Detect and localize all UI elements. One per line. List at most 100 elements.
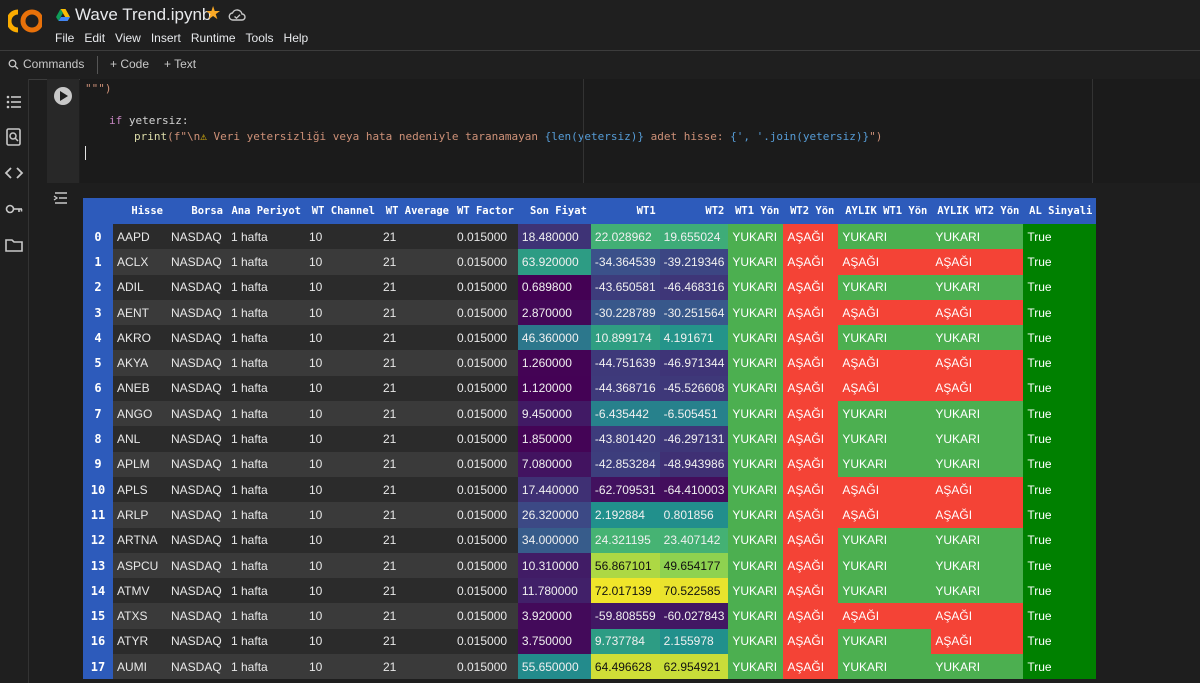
files-folder-icon[interactable]	[4, 235, 24, 255]
cell-wt2-yon: AŞAĞI	[783, 401, 839, 427]
col-header-wt-channel[interactable]: WT Channel	[305, 198, 379, 224]
cell-wt-factor: 0.015000	[453, 401, 518, 427]
find-replace-icon[interactable]	[4, 127, 24, 147]
cell-hisse: ATYR	[113, 628, 167, 655]
commands-button[interactable]: Commands	[8, 57, 84, 71]
cell-aylik-wt1-yon: AŞAĞI	[838, 502, 932, 528]
code-print-a: (f"\n	[167, 130, 201, 143]
col-header-index[interactable]	[83, 198, 113, 224]
col-header-wt-factor[interactable]: WT Factor	[453, 198, 518, 224]
cell-wt-channel: 10	[305, 249, 379, 275]
cell-borsa: NASDAQ	[167, 578, 227, 604]
secrets-key-icon[interactable]	[4, 199, 24, 219]
code-snippets-icon[interactable]	[4, 163, 24, 183]
cell-wt-channel: 10	[305, 426, 379, 452]
cell-borsa: NASDAQ	[167, 552, 227, 579]
table-row: 8 ANL NASDAQ 1 hafta 10 21 0.015000 1.850000 -43…	[83, 426, 1097, 452]
cell-son-fiyat: 7.080000	[517, 451, 591, 477]
code-print-e: {', '.join(yetersiz)}	[730, 130, 870, 143]
cell-wt2: -30.251564	[659, 299, 729, 326]
cell-wt2-yon: AŞAĞI	[783, 325, 839, 351]
cell-wt2-yon: AŞAĞI	[783, 451, 839, 477]
cell-hisse: AKRO	[113, 325, 167, 351]
add-code-button[interactable]: + Code	[110, 57, 149, 71]
cell-aylik-wt2-yon: YUKARI	[931, 578, 1024, 604]
col-header-son-fiyat[interactable]: Son Fiyat	[517, 198, 591, 224]
col-header-borsa[interactable]: Borsa	[167, 198, 227, 224]
cell-wt2-yon: AŞAĞI	[783, 552, 839, 579]
code-print-fn: print	[134, 130, 168, 143]
cell-wt2: -60.027843	[659, 603, 729, 629]
cell-al-sinyali: True	[1023, 603, 1097, 629]
cell-son-fiyat: 9.450000	[517, 401, 591, 427]
cell-ana-periyot: 1 hafta	[227, 274, 305, 300]
colab-logo-icon[interactable]	[8, 8, 42, 34]
cell-wt-factor: 0.015000	[453, 628, 518, 655]
menu-insert[interactable]: Insert	[150, 31, 181, 45]
cell-son-fiyat: 2.870000	[517, 299, 591, 326]
cell-wt-average: 21	[379, 274, 453, 300]
cell-wt-factor: 0.015000	[453, 299, 518, 326]
col-header-wt2-yon[interactable]: WT2 Yön	[783, 198, 839, 224]
notebook-title[interactable]: Wave Trend.ipynb	[75, 5, 212, 24]
add-text-button[interactable]: + Text	[164, 57, 196, 71]
menu-view[interactable]: View	[115, 31, 141, 45]
col-header-wt1-yon[interactable]: WT1 Yön	[728, 198, 784, 224]
cell-wt1-yon: YUKARI	[728, 426, 784, 452]
output-options-icon[interactable]	[53, 190, 73, 206]
cell-son-fiyat: 11.780000	[517, 578, 591, 604]
cell-ana-periyot: 1 hafta	[227, 426, 305, 452]
col-header-ana-periyot[interactable]: Ana Periyot	[227, 198, 305, 224]
menu-runtime[interactable]: Runtime	[190, 31, 236, 45]
col-header-wt-average[interactable]: WT Average	[379, 198, 453, 224]
cell-wt2: -39.219346	[659, 249, 729, 275]
table-row: 10 APLS NASDAQ 1 hafta 10 21 0.015000 17.440000…	[83, 476, 1097, 503]
cell-wt-average: 21	[379, 654, 453, 680]
col-header-hisse[interactable]: Hisse	[113, 198, 167, 224]
code-editor[interactable]: """) if yetersiz: print(f"\n⚠ Veri yeter…	[80, 79, 1200, 183]
row-index: 12	[83, 527, 113, 553]
cell-wt-average: 21	[379, 476, 453, 503]
menu-help[interactable]: Help	[283, 31, 309, 45]
cell-hisse: APLS	[113, 476, 167, 503]
cell-wt1: -44.368716	[590, 375, 660, 402]
menu-file[interactable]: File	[55, 31, 75, 45]
cell-son-fiyat: 1.120000	[517, 375, 591, 402]
table-of-contents-icon[interactable]	[4, 92, 24, 112]
cell-aylik-wt1-yon: YUKARI	[838, 451, 932, 477]
cell-wt1-yon: YUKARI	[728, 552, 784, 579]
cell-borsa: NASDAQ	[167, 426, 227, 452]
star-icon[interactable]: ★	[205, 3, 222, 23]
row-index: 13	[83, 552, 113, 579]
run-cell-button[interactable]	[54, 87, 72, 105]
cell-aylik-wt1-yon: AŞAĞI	[838, 350, 932, 376]
cell-aylik-wt2-yon: AŞAĞI	[931, 628, 1024, 655]
code-line-4: print(f"\n⚠ Veri yetersizliği veya hata …	[134, 130, 882, 143]
cell-hisse: ATMV	[113, 578, 167, 604]
cell-wt2-yon: AŞAĞI	[783, 578, 839, 604]
cell-borsa: NASDAQ	[167, 401, 227, 427]
cell-wt-factor: 0.015000	[453, 375, 518, 402]
col-header-wt2[interactable]: WT2	[659, 198, 729, 224]
menu-edit[interactable]: Edit	[84, 31, 106, 45]
cell-son-fiyat: 18.480000	[517, 224, 591, 250]
cell-wt-factor: 0.015000	[453, 476, 518, 503]
menu-tools[interactable]: Tools	[245, 31, 274, 45]
cell-ana-periyot: 1 hafta	[227, 451, 305, 477]
cell-hisse: ARLP	[113, 502, 167, 528]
code-print-f: ")	[869, 130, 883, 143]
cell-wt-average: 21	[379, 578, 453, 604]
cell-wt2: -46.971344	[659, 350, 729, 376]
col-header-al-sinyali[interactable]: AL Sinyali	[1023, 198, 1097, 224]
drive-icon[interactable]	[56, 9, 70, 21]
col-header-wt1[interactable]: WT1	[590, 198, 660, 224]
cell-al-sinyali: True	[1023, 299, 1097, 326]
col-header-aylik-wt1-yon[interactable]: AYLIK WT1 Yön	[838, 198, 932, 224]
col-header-aylik-wt2-yon[interactable]: AYLIK WT2 Yön	[931, 198, 1024, 224]
cell-borsa: NASDAQ	[167, 628, 227, 655]
table-row: 3 AENT NASDAQ 1 hafta 10 21 0.015000 2.870000 -3…	[83, 299, 1097, 326]
cell-son-fiyat: 17.440000	[517, 476, 591, 503]
cloud-saved-icon[interactable]	[228, 8, 246, 22]
cell-son-fiyat: 1.260000	[517, 350, 591, 376]
cell-al-sinyali: True	[1023, 527, 1097, 553]
